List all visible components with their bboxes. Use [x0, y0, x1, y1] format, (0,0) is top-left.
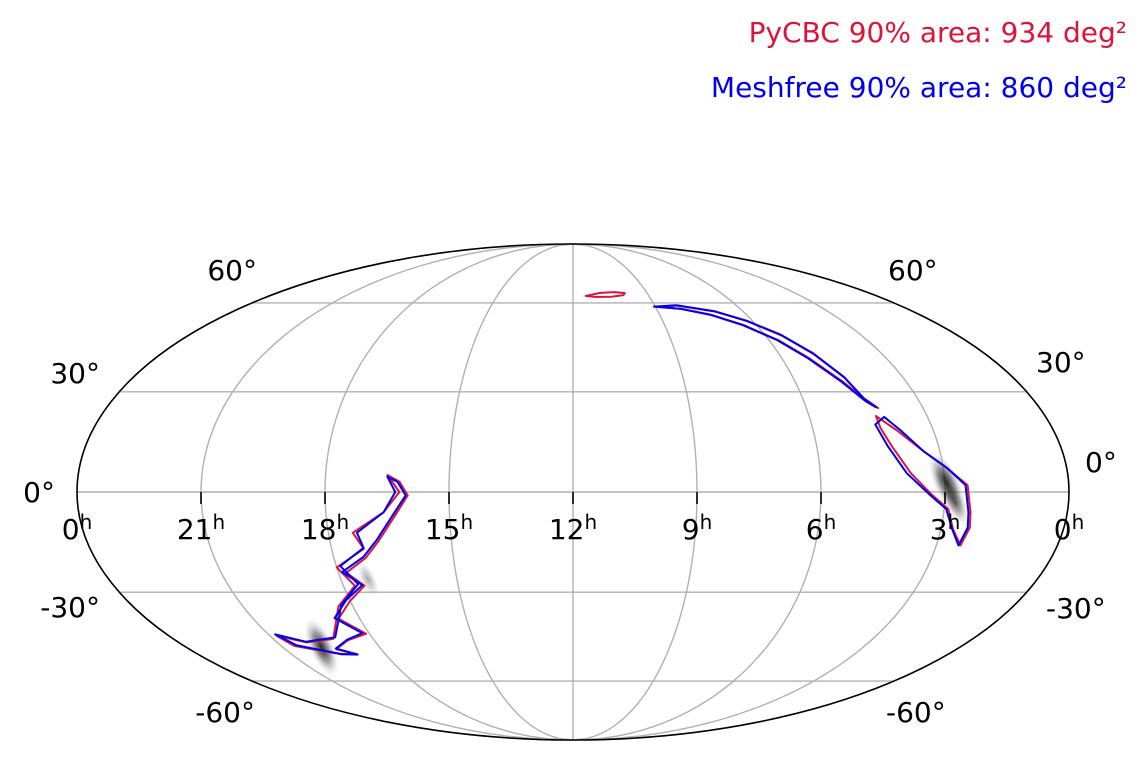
dec-label-left-0: 0° [23, 476, 55, 509]
density-peak-2 [302, 615, 341, 679]
ra-tick-label-9h: 9h [682, 510, 713, 546]
ra-tick-label-6h: 6h [806, 510, 837, 546]
ra-tick-label-0h-left: 0h [62, 510, 93, 546]
ra-tick-label-0h-right: 0h [1054, 510, 1085, 546]
ra-tick-label-12h: 12h [549, 510, 597, 546]
density-peak-3 [355, 559, 381, 600]
dec-label-left-60: 60° [207, 254, 257, 287]
dec-label-left--30: -30° [40, 591, 100, 624]
credible-region-contours [274, 291, 972, 656]
meshfree-contour-north-arc [653, 304, 878, 409]
legend-meshfree-area: Meshfree 90% area: 860 deg² [710, 71, 1127, 104]
dec-label-right--30: -30° [1046, 592, 1106, 625]
dec-label-left-30: 30° [50, 357, 100, 390]
legend-pycbc-area: PyCBC 90% area: 934 deg² [748, 16, 1127, 49]
ra-tick-label-15h: 15h [425, 510, 473, 546]
ra-tick-label-18h: 18h [301, 510, 349, 546]
ra-tick-label-21h: 21h [177, 510, 225, 546]
meshfree-contour-south-west [274, 475, 407, 656]
dec-label-right-60: 60° [888, 254, 938, 287]
dec-label-right-30: 30° [1036, 346, 1086, 379]
axis-ticks [200, 492, 946, 504]
dec-label-left--60: -60° [195, 696, 255, 729]
probability-density [302, 450, 971, 679]
meshfree-contour-east-lobe [874, 415, 970, 547]
dec-label-right--60: -60° [886, 696, 946, 729]
ra-tick-label-3h: 3h [930, 510, 961, 546]
axis-labels: 0h 21h 18h 15h 12h 9h 6h 3h 0h 60° 30° 0° -30° -60° 60… [23, 254, 1117, 729]
pycbc-contour-north-blob [584, 291, 626, 298]
sky-boundary [76, 243, 1070, 741]
dec-label-right-0: 0° [1085, 446, 1117, 479]
pycbc-contour-north-arc [655, 304, 880, 410]
density-peak-1 [939, 477, 971, 528]
